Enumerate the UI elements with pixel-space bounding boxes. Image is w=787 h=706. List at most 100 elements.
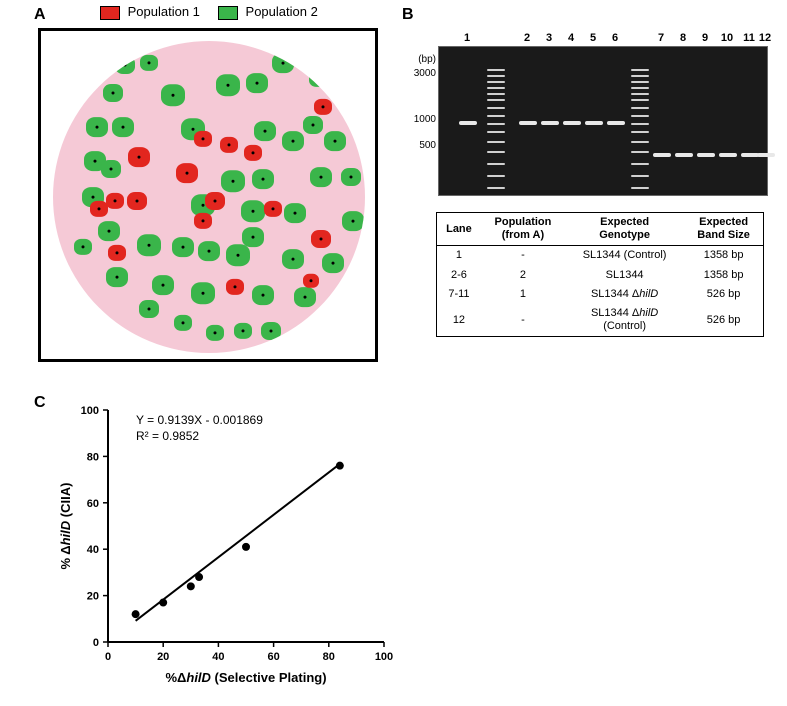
data-point: [159, 599, 167, 607]
colony: [252, 169, 274, 189]
panel-b-label: B: [402, 6, 414, 24]
data-point: [132, 610, 140, 618]
legend-swatch-pop1: [100, 6, 120, 20]
lane-number: 9: [702, 32, 708, 44]
panel-a-box: [38, 28, 378, 362]
lane-number: 6: [612, 32, 618, 44]
colony: [272, 53, 294, 73]
colony: [341, 168, 361, 186]
colony: [161, 84, 185, 106]
colony: [191, 282, 215, 304]
fit-r2: R² = 0.9852: [136, 429, 199, 443]
colony: [241, 200, 265, 222]
table-cell: 2-6: [437, 266, 481, 285]
colony: [112, 117, 134, 137]
data-point: [195, 573, 203, 581]
gel-band: [675, 153, 693, 157]
table-cell: 526 bp: [684, 285, 763, 304]
colony: [303, 274, 319, 288]
y-tick-label: 0: [93, 637, 99, 649]
x-axis-label: %ΔhilD (Selective Plating): [165, 670, 326, 685]
table-cell: SL1344 ΔhilD: [565, 285, 684, 304]
colony: [98, 221, 120, 241]
colony: [127, 192, 147, 210]
table-cell: 2: [481, 266, 565, 285]
legend-text-pop2: Population 2: [246, 4, 318, 19]
data-point: [242, 543, 250, 551]
colony: [205, 192, 225, 210]
colony: [137, 234, 161, 256]
table-header: ExpectedBand Size: [684, 213, 763, 246]
gel-band: [459, 121, 477, 125]
gel-band: [757, 153, 775, 157]
table-row: 12-SL1344 ΔhilD(Control)526 bp: [437, 304, 764, 337]
fit-equation: Y = 0.9139X - 0.001869: [136, 413, 263, 427]
lane-number: 2: [524, 32, 530, 44]
table-header: ExpectedGenotype: [565, 213, 684, 246]
table-cell: SL1344 ΔhilD(Control): [565, 304, 684, 337]
table-cell: 1: [437, 246, 481, 266]
y-tick-label: 40: [87, 544, 99, 556]
bp-mark: 500: [404, 140, 436, 151]
colony: [172, 237, 194, 257]
table-cell: 1: [481, 285, 565, 304]
lane-number: 8: [680, 32, 686, 44]
bp-unit: (bp): [404, 54, 436, 65]
panel-a-legend: Population 1 Population 2: [100, 4, 318, 20]
table-cell: 526 bp: [684, 304, 763, 337]
colony: [152, 275, 174, 295]
colony: [311, 230, 331, 248]
colony: [140, 55, 158, 71]
colony: [174, 315, 192, 331]
lane-number: 3: [546, 32, 552, 44]
colony: [303, 116, 323, 134]
gel-band: [653, 153, 671, 157]
bp-mark: 3000: [404, 68, 436, 79]
colony: [296, 53, 314, 69]
colony: [226, 244, 250, 266]
x-tick-label: 20: [157, 651, 169, 663]
colony: [324, 131, 346, 151]
legend-item-pop1: Population 1: [100, 4, 200, 20]
data-point: [336, 462, 344, 470]
colony: [294, 287, 316, 307]
colony: [234, 323, 252, 339]
colony: [88, 67, 106, 83]
x-tick-label: 80: [323, 651, 335, 663]
colony: [314, 99, 332, 115]
colony: [246, 73, 268, 93]
colony: [86, 117, 108, 137]
colony: [331, 82, 351, 100]
table-cell: -: [481, 246, 565, 266]
table-cell: 1358 bp: [684, 266, 763, 285]
fit-line: [136, 464, 340, 621]
panel-c-chart: 020406080100020406080100%ΔhilD (Selectiv…: [54, 400, 394, 690]
colony: [139, 300, 159, 318]
petri-dish: [53, 41, 365, 353]
lane-number: 5: [590, 32, 596, 44]
colony: [216, 74, 240, 96]
y-tick-label: 60: [87, 498, 99, 510]
colony: [244, 145, 262, 161]
legend-text-pop1: Population 1: [128, 4, 200, 19]
colony: [106, 267, 128, 287]
gel-band: [719, 153, 737, 157]
panel-a-label: A: [34, 6, 46, 24]
colony: [264, 201, 282, 217]
data-point: [187, 582, 195, 590]
gel-band: [585, 121, 603, 125]
lane-number: 1: [464, 32, 470, 44]
bp-mark: 1000: [404, 114, 436, 125]
panel-c-label: C: [34, 394, 46, 412]
colony: [108, 245, 126, 261]
lane-number: 10: [721, 32, 733, 44]
table-header: Population(from A): [481, 213, 565, 246]
lane-number: 7: [658, 32, 664, 44]
lane-number: 11: [743, 32, 755, 44]
gel-band: [563, 121, 581, 125]
colony: [242, 227, 264, 247]
gel-table: LanePopulation(from A)ExpectedGenotypeEx…: [436, 212, 764, 337]
legend-swatch-pop2: [218, 6, 238, 20]
table-row: 7-111SL1344 ΔhilD526 bp: [437, 285, 764, 304]
colony: [254, 121, 276, 141]
